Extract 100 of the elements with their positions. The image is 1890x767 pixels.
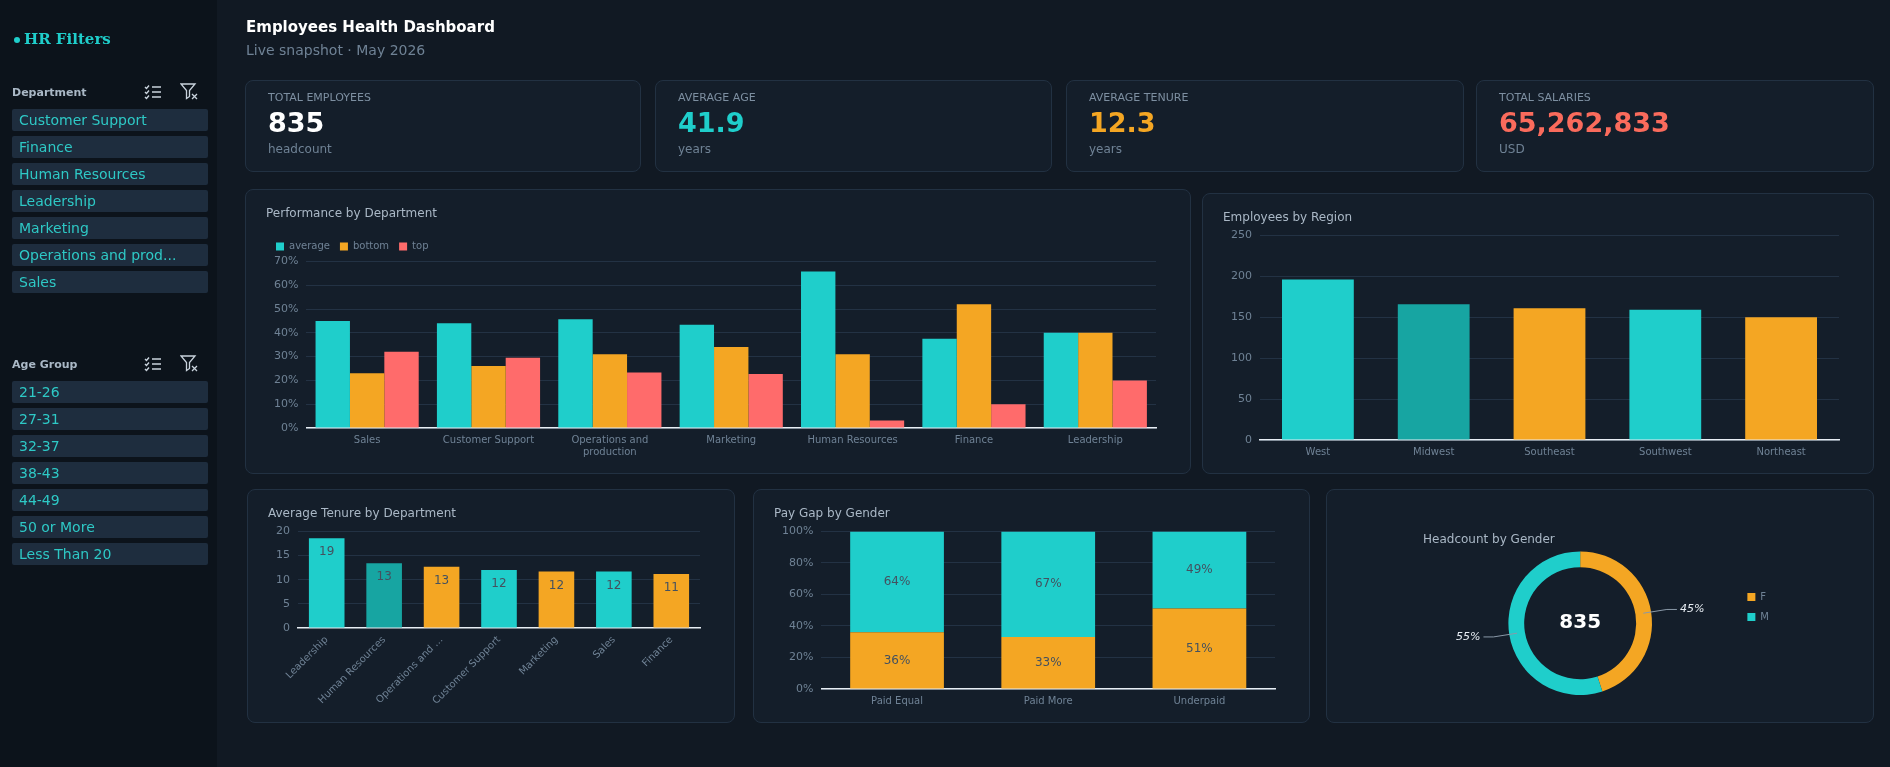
x-tick-label: Sales xyxy=(353,433,381,445)
y-tick-label: 100 xyxy=(1231,351,1252,365)
y-tick-label: 0 xyxy=(283,620,290,634)
text: Finance xyxy=(12,136,208,158)
text: headcount xyxy=(268,142,333,156)
bar xyxy=(596,571,632,628)
bar xyxy=(349,373,385,428)
legend-label: F xyxy=(1760,590,1767,602)
bar xyxy=(956,304,992,428)
text: Sales xyxy=(12,271,208,293)
bar xyxy=(505,357,541,428)
data-label: 45% xyxy=(1679,602,1705,616)
y-tick-label: 0% xyxy=(281,420,299,434)
x-tick-label: Marketing xyxy=(706,433,757,445)
bar xyxy=(869,420,905,428)
bar xyxy=(991,404,1026,428)
text: 38-43 xyxy=(12,462,208,484)
y-tick-label: 20 xyxy=(276,524,290,538)
y-tick-label: 5 xyxy=(283,596,290,610)
bar xyxy=(366,563,402,628)
text: Age Group xyxy=(12,358,78,371)
text: Operations and prod... xyxy=(12,244,208,266)
data-label: 64% xyxy=(883,573,911,588)
data-label: 12 xyxy=(491,576,507,591)
bar xyxy=(423,566,460,628)
bar xyxy=(436,323,472,428)
y-tick-label: 60% xyxy=(788,587,814,601)
y-tick-label: 50 xyxy=(1238,391,1252,405)
bar xyxy=(308,538,345,628)
chart-title: Performance by Department xyxy=(266,206,438,221)
data-label: 51% xyxy=(1186,640,1213,655)
x-tick-label: Finance xyxy=(954,433,994,445)
y-tick-label: 20% xyxy=(274,373,299,387)
text: years xyxy=(678,142,713,156)
legend-label: average xyxy=(289,239,330,251)
text: 32-37 xyxy=(12,435,208,457)
bar xyxy=(627,372,662,428)
data-label: 49% xyxy=(1186,562,1213,577)
bar xyxy=(801,271,836,428)
bar xyxy=(538,571,575,628)
text: Department xyxy=(12,86,87,99)
x-tick-label: Customer Support xyxy=(442,433,535,445)
x-tick-label: Paid Equal xyxy=(871,694,924,706)
bar xyxy=(748,373,783,428)
data-label: 11 xyxy=(663,580,679,595)
text: 27-31 xyxy=(12,408,208,430)
text: 50 or More xyxy=(12,516,208,538)
text: 835 xyxy=(1559,609,1602,634)
text: 44-49 xyxy=(12,489,208,511)
y-tick-label: 0% xyxy=(795,681,814,695)
y-tick-label: 0 xyxy=(1245,432,1252,446)
y-tick-label: 50% xyxy=(274,301,299,315)
x-tick-label: Underpaid xyxy=(1173,694,1226,706)
text: 12.3 xyxy=(1089,107,1157,138)
chart-title: Pay Gap by Gender xyxy=(774,506,890,521)
bar xyxy=(653,573,690,628)
bar xyxy=(1112,380,1147,428)
text: TOTAL EMPLOYEES xyxy=(268,91,372,104)
bar xyxy=(1043,332,1079,428)
x-tick-label: West xyxy=(1305,445,1331,457)
bar xyxy=(1513,308,1586,440)
data-label: 19 xyxy=(319,544,335,559)
chart-title: Employees by Region xyxy=(1223,210,1353,225)
legend-label: top xyxy=(412,239,429,251)
bar xyxy=(714,347,749,428)
data-label: 13 xyxy=(433,572,450,587)
text: Live snapshot · May 2026 xyxy=(246,42,427,58)
bar xyxy=(384,351,419,428)
text: TOTAL SALARIES xyxy=(1499,91,1592,104)
y-tick-label: 10% xyxy=(274,397,299,411)
bar xyxy=(1282,279,1354,440)
bar xyxy=(922,338,957,428)
data-label: 36% xyxy=(883,652,911,667)
y-tick-label: 200 xyxy=(1231,269,1252,283)
bar xyxy=(1001,531,1096,637)
text: Leadership xyxy=(12,190,208,212)
data-label: 33% xyxy=(1034,654,1062,669)
data-label: 55% xyxy=(1456,629,1481,643)
x-tick-label: Midwest xyxy=(1413,445,1455,457)
bar xyxy=(315,320,350,428)
text: 21-26 xyxy=(12,381,208,403)
text: Human Resources xyxy=(12,163,208,185)
y-tick-label: 150 xyxy=(1231,310,1252,324)
chart-title: Average Tenure by Department xyxy=(268,506,457,521)
data-label: 67% xyxy=(1034,576,1062,591)
bar xyxy=(1078,332,1113,428)
text: Less Than 20 xyxy=(12,543,208,565)
y-tick-label: 60% xyxy=(274,278,299,292)
text: AVERAGE TENURE xyxy=(1089,91,1190,104)
bar xyxy=(1745,317,1817,440)
x-tick-label: Human Resources xyxy=(807,433,898,445)
legend-label: bottom xyxy=(352,239,390,251)
text: HR Filters xyxy=(24,30,111,48)
x-tick-label: Southeast xyxy=(1524,445,1575,457)
x-tick-label: Operations and production xyxy=(571,433,649,457)
y-tick-label: 20% xyxy=(788,650,814,664)
legend-label: M xyxy=(1760,610,1770,622)
x-tick-label: Northeast xyxy=(1756,445,1806,457)
text: Marketing xyxy=(12,217,208,239)
text: Customer Support xyxy=(12,109,208,131)
